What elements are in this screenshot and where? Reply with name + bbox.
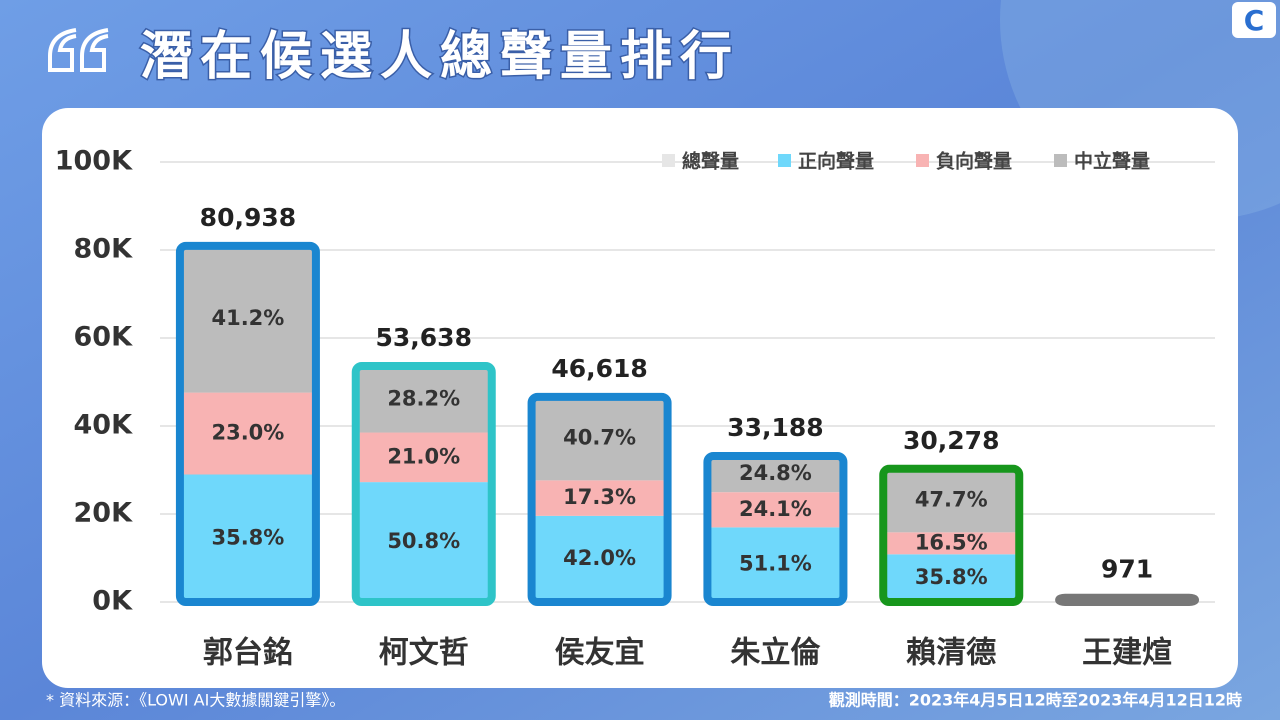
total-label: 971 <box>1101 555 1153 584</box>
bar-outline <box>351 361 496 606</box>
x-tick-label: 賴清德 <box>906 636 996 671</box>
total-label: 30,278 <box>903 426 999 455</box>
segment-label: 42.0% <box>563 546 636 570</box>
segment-label: 28.2% <box>387 386 460 410</box>
period-note: 觀測時間：2023年4月5日12時至2023年4月12日12時 <box>829 691 1242 710</box>
segment-label: 17.3% <box>563 485 636 509</box>
bar-segment <box>355 432 492 483</box>
bar-segment <box>355 365 492 433</box>
y-tick-label: 0K <box>92 586 133 617</box>
bar-outline <box>175 241 320 606</box>
segment-label: 23.0% <box>211 421 284 445</box>
y-tick-label: 40K <box>74 410 134 441</box>
x-tick-label: 柯文哲 <box>379 636 469 671</box>
quote-icon <box>48 28 109 72</box>
x-tick-label: 郭台銘 <box>203 636 293 671</box>
bar-segment <box>707 527 844 602</box>
segment-label: 35.8% <box>211 525 284 549</box>
y-tick-label: 20K <box>74 498 134 529</box>
bar-segment <box>355 482 492 602</box>
y-tick-label: 80K <box>74 234 134 265</box>
legend-label: 中立聲量 <box>1074 150 1150 173</box>
segment-label: 50.8% <box>387 529 460 553</box>
legend-swatch <box>662 154 675 167</box>
logo <box>1232 2 1276 38</box>
legend-label: 負向聲量 <box>936 150 1012 173</box>
total-label: 46,618 <box>551 354 647 383</box>
bar-segment <box>531 515 668 602</box>
bar-segment <box>707 455 844 493</box>
bar-segment <box>707 492 844 528</box>
bar-segment <box>179 245 316 393</box>
x-tick-label: 朱立倫 <box>730 636 821 671</box>
segment-label: 24.8% <box>739 461 812 485</box>
legend-label: 總聲量 <box>682 150 739 173</box>
bar-segment <box>531 396 668 481</box>
x-tick-label: 侯友宜 <box>555 636 645 671</box>
total-label: 53,638 <box>376 323 472 352</box>
segment-label: 24.1% <box>739 497 812 521</box>
segment-label: 51.1% <box>739 552 812 576</box>
bar-segment <box>883 554 1020 602</box>
bar-segment <box>531 480 668 516</box>
bar-segment <box>179 392 316 475</box>
legend-swatch <box>916 154 929 167</box>
segment-label: 16.5% <box>915 530 988 554</box>
bar-outline <box>527 392 672 606</box>
segment-label: 35.8% <box>915 565 988 589</box>
bar-outline <box>879 464 1024 606</box>
y-tick-label: 60K <box>74 322 134 353</box>
bar-segment <box>179 474 316 602</box>
segment-label: 47.7% <box>915 488 988 512</box>
bar-segment <box>883 532 1020 555</box>
total-label: 80,938 <box>200 203 296 232</box>
bar-outline <box>1055 593 1200 606</box>
y-tick-label: 100K <box>55 146 133 177</box>
legend-swatch <box>1054 154 1067 167</box>
segment-label: 21.0% <box>387 444 460 468</box>
segment-label: 40.7% <box>563 426 636 450</box>
source-note: * 資料來源：《LOWI AI大數據關鍵引擎》。 <box>46 691 345 710</box>
legend-label: 正向聲量 <box>798 150 874 173</box>
chart-title: 潛在候選人總聲量排行 <box>140 27 740 87</box>
legend-swatch <box>778 154 791 167</box>
segment-label: 41.2% <box>211 306 284 330</box>
x-tick-label: 王建煊 <box>1082 636 1172 671</box>
bar-segment <box>883 468 1020 533</box>
bar-outline <box>703 451 848 607</box>
total-label: 33,188 <box>727 413 823 442</box>
logo-mark: C <box>1244 4 1265 37</box>
